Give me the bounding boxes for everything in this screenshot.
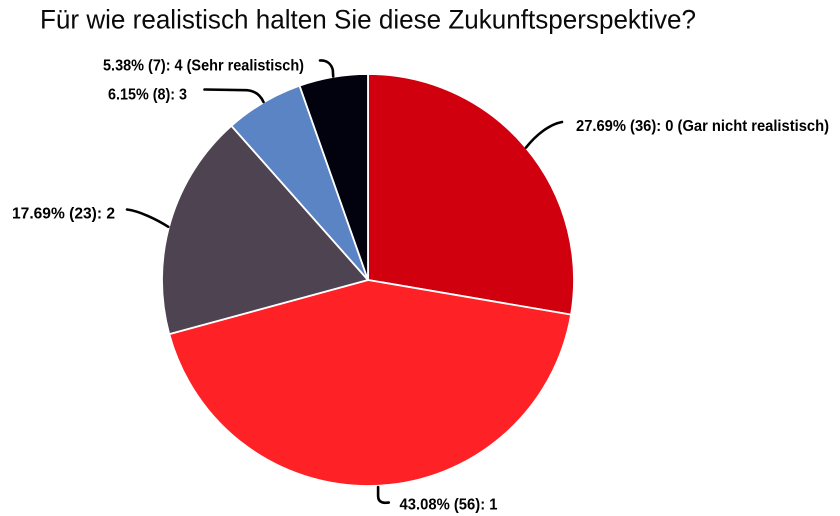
svg-text:5.38% (7): 4 (Sehr realistisch: 5.38% (7): 4 (Sehr realistisch)	[103, 58, 304, 75]
svg-text:6.15% (8): 3: 6.15% (8): 3	[108, 87, 187, 104]
svg-text:27.69% (36): 0 (Gar nicht real: 27.69% (36): 0 (Gar nicht realistisch)	[576, 118, 829, 135]
svg-text:17.69% (23): 2: 17.69% (23): 2	[12, 206, 115, 223]
svg-text:Für wie realistisch halten Sie: Für wie realistisch halten Sie diese Zuk…	[40, 5, 696, 35]
svg-text:43.08% (56): 1: 43.08% (56): 1	[400, 497, 498, 514]
